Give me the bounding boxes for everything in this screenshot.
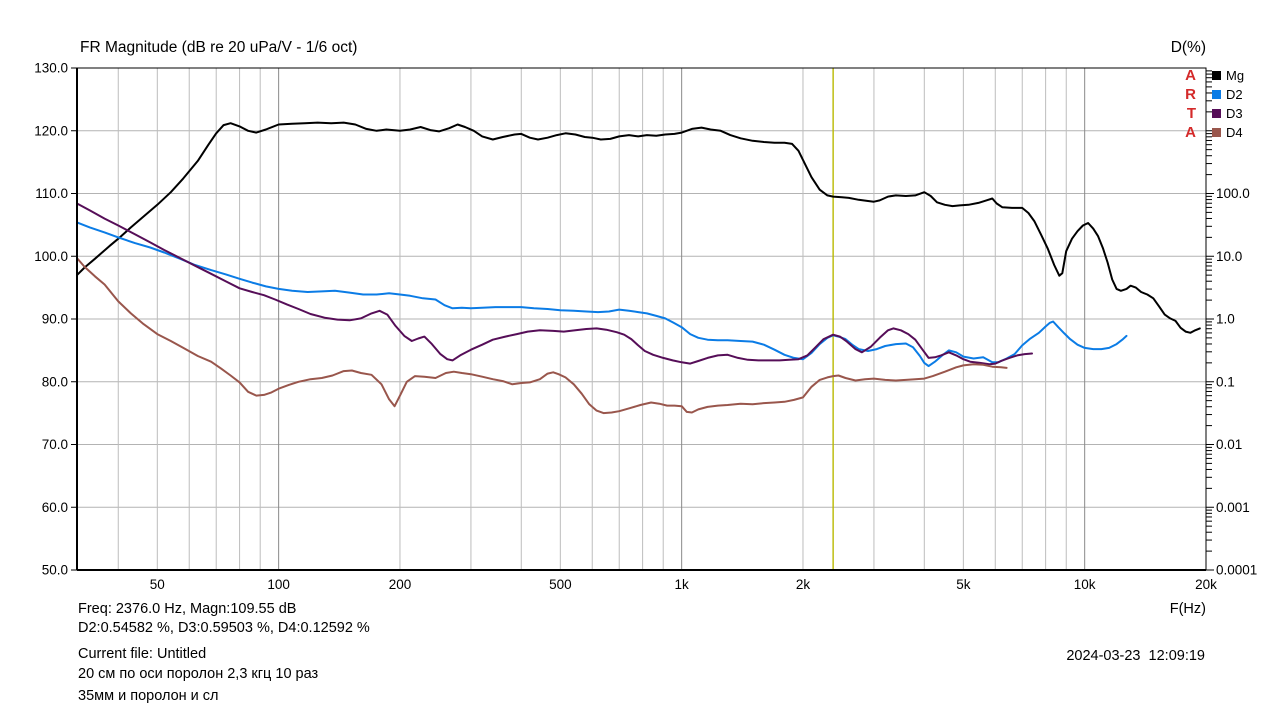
distortion-readout: D2:0.54582 %, D3:0.59503 %, D4:0.12592 %: [78, 620, 370, 636]
legend-label: Mg: [1226, 68, 1245, 83]
right-axis-tick-label: 0.01: [1216, 437, 1242, 452]
right-axis-tick-label: 100.0: [1216, 186, 1250, 201]
legend-item-d4: D4: [1212, 123, 1244, 142]
legend-label: D3: [1226, 106, 1243, 121]
curve-d2: [76, 221, 1128, 368]
watermark-letter: R: [1185, 86, 1196, 103]
x-axis-tick-label: 50: [150, 577, 165, 592]
legend-item-d2: D2: [1212, 85, 1244, 104]
left-axis-tick-label: 90.0: [42, 312, 68, 327]
right-axis-tick-label: 1.0: [1216, 312, 1235, 327]
curve-d4: [76, 257, 1008, 415]
curve-d3: [76, 202, 1033, 366]
left-axis-tick-label: 60.0: [42, 500, 68, 515]
legend-item-mg: Mg: [1212, 66, 1244, 85]
left-axis-tick-label: 100.0: [34, 249, 68, 264]
x-axis-tick-label: 100: [267, 577, 290, 592]
legend-label: D4: [1226, 125, 1243, 140]
x-axis-tick-label: 5k: [956, 577, 971, 592]
measurement-note: 20 см по оси поролон 2,3 кгц 10 раз: [78, 666, 319, 682]
left-axis-tick-label: 120.0: [34, 123, 68, 138]
left-axis-tick-label: 50.0: [42, 563, 68, 578]
right-axis-tick-label: 0.0001: [1216, 563, 1257, 578]
left-axis-tick-label: 70.0: [42, 437, 68, 452]
x-axis-tick-label: 1k: [675, 577, 690, 592]
legend-item-d3: D3: [1212, 104, 1244, 123]
curve-mg: [76, 121, 1201, 334]
legend-swatch-mg: [1212, 71, 1221, 80]
x-axis-tick-label: 200: [389, 577, 412, 592]
right-axis-tick-label: 10.0: [1216, 249, 1242, 264]
left-axis-tick-label: 110.0: [35, 186, 68, 201]
watermark-letter: T: [1186, 105, 1196, 122]
right-axis-tick-label: 0.1: [1216, 374, 1235, 389]
legend-swatch-d2: [1212, 90, 1221, 99]
x-axis-tick-label: 10k: [1074, 577, 1096, 592]
cursor-readout: Freq: 2376.0 Hz, Magn:109.55 dB: [78, 601, 297, 617]
x-axis-tick-label: 20k: [1195, 577, 1217, 592]
legend-swatch-d4: [1212, 128, 1221, 137]
x-axis-tick-label: 2k: [796, 577, 811, 592]
left-axis-tick-label: 80.0: [42, 374, 68, 389]
watermark-letter: A: [1185, 124, 1196, 141]
legend-label: D2: [1226, 87, 1243, 102]
current-file-label: Current file: Untitled: [78, 646, 207, 662]
watermark-letter: A: [1185, 67, 1196, 84]
legend: Mg D2 D3 D4: [1212, 66, 1244, 142]
right-axis-title: D(%): [1170, 39, 1206, 56]
timestamp: 2024-03-23 12:09:19: [1066, 648, 1205, 664]
measurement-note-clipped: 35мм и поролон и сл: [78, 688, 219, 704]
x-axis-tick-label: 500: [549, 577, 572, 592]
left-axis-tick-label: 130.0: [34, 61, 68, 76]
right-axis-tick-label: 0.001: [1216, 500, 1250, 515]
x-axis-unit-label: F(Hz): [1169, 601, 1206, 617]
legend-swatch-d3: [1212, 109, 1221, 118]
chart-title: FR Magnitude (dB re 20 uPa/V - 1/6 oct): [80, 39, 358, 56]
